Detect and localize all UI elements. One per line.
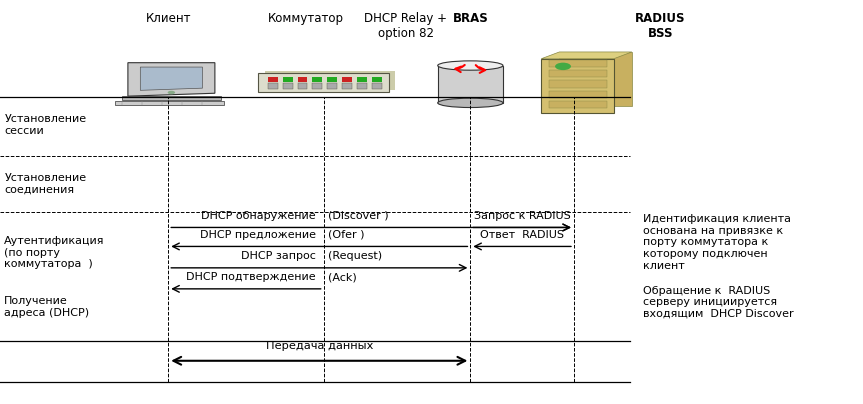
Circle shape [555,63,571,70]
Bar [298,83,307,89]
Bar [268,83,278,89]
Text: Установление
соединения: Установление соединения [4,173,86,195]
Bar [541,59,614,113]
Bar [298,77,307,82]
Polygon shape [541,52,632,59]
Text: DHCP обнаружение: DHCP обнаружение [201,211,319,221]
Text: Получение
адреса (DHCP): Получение адреса (DHCP) [4,296,90,318]
Bar [343,83,352,89]
Ellipse shape [438,61,503,70]
Polygon shape [128,63,215,96]
Bar [327,77,337,82]
Bar [282,77,293,82]
Bar [357,77,367,82]
Bar [116,101,224,105]
Text: (Ack): (Ack) [328,272,356,282]
Text: DHCP предложение: DHCP предложение [200,230,319,240]
Bar [122,96,221,100]
Bar [312,77,323,82]
Bar [268,77,278,82]
Text: (Ofer ): (Ofer ) [328,230,364,240]
Bar [549,101,607,108]
Polygon shape [141,67,203,90]
Text: Клиент: Клиент [146,12,191,25]
Bar [343,77,352,82]
Ellipse shape [438,98,503,107]
Bar [549,90,607,98]
Bar [549,80,607,88]
Text: RADIUS
BSS: RADIUS BSS [635,12,685,40]
Text: Коммутатор: Коммутатор [268,12,344,25]
Bar [327,83,337,89]
Text: (Request): (Request) [328,251,382,261]
Bar [372,77,382,82]
Polygon shape [559,52,632,106]
Text: Обращение к  RADIUS
серверу инициируется
входящим  DHCP Discover: Обращение к RADIUS серверу инициируется … [643,286,794,319]
Bar [549,70,607,78]
Text: Ответ  RADIUS: Ответ RADIUS [480,230,564,240]
Text: DHCP запрос: DHCP запрос [241,251,319,261]
Text: DHCP подтверждение: DHCP подтверждение [186,272,319,282]
Text: Аутентификация
(по порту
коммутатора  ): Аутентификация (по порту коммутатора ) [4,236,104,269]
Bar [357,83,367,89]
Circle shape [167,91,175,94]
Bar [282,83,293,89]
Bar [258,73,389,92]
Text: DHCP Relay +
option 82: DHCP Relay + option 82 [364,12,447,40]
Text: (Discover ): (Discover ) [328,211,388,221]
Text: Установление
сессии: Установление сессии [4,114,86,136]
Text: Идентификация клиента
основана на привязке к
порту коммутатора к
которому подклю: Идентификация клиента основана на привяз… [643,214,791,271]
Bar [438,65,503,103]
Text: Передача данных: Передача данных [266,341,373,351]
Bar [312,83,323,89]
Bar [265,71,395,90]
Text: BRAS: BRAS [452,12,488,25]
Bar [549,60,607,67]
Bar [372,83,382,89]
Text: Запрос к RADIUS: Запрос к RADIUS [474,211,570,221]
